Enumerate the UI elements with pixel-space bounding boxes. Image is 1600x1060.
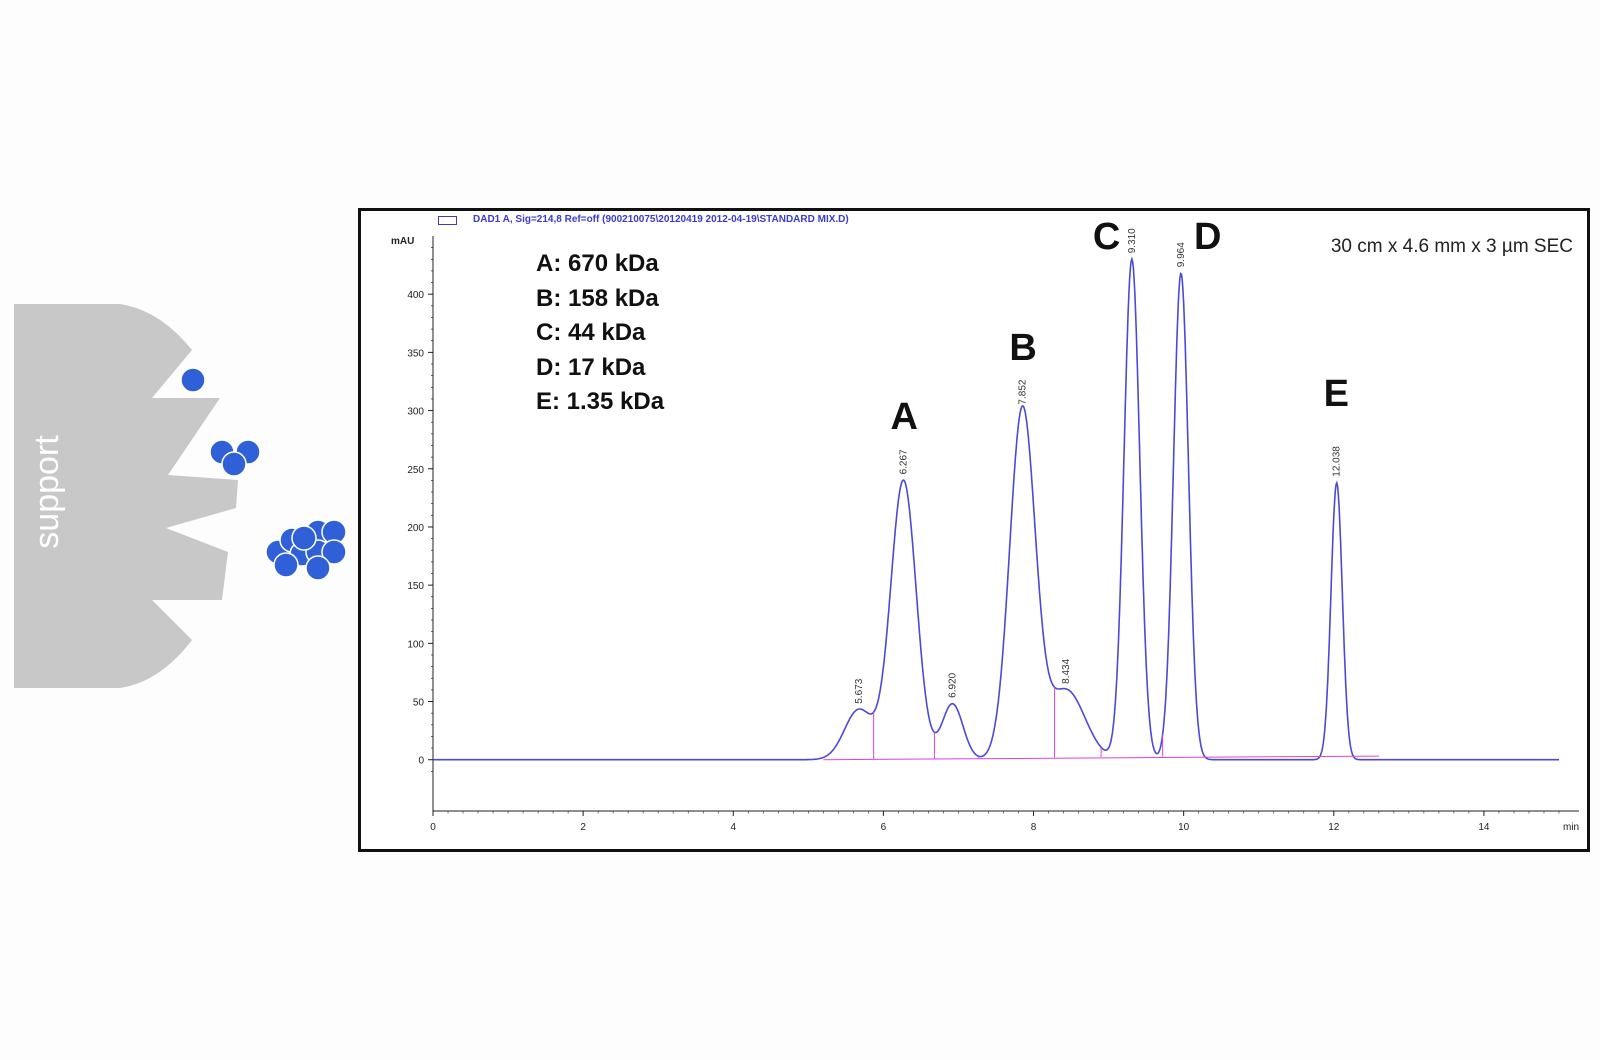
retention-time-label: 5.673 bbox=[854, 678, 865, 703]
x-tick-label: 8 bbox=[1031, 822, 1037, 833]
y-tick-label: 200 bbox=[407, 523, 424, 534]
retention-time-label: 9.964 bbox=[1176, 242, 1187, 267]
x-tick-label: 6 bbox=[881, 822, 887, 833]
y-tick-label: 250 bbox=[407, 465, 424, 476]
y-axis-unit: mAU bbox=[391, 236, 415, 247]
peak-letter-d: D bbox=[1193, 216, 1222, 258]
mw-item: C: 44 kDa bbox=[536, 319, 646, 346]
support-shape bbox=[14, 304, 238, 688]
molecular-weight-list: A: 670 kDa B: 158 kDa C: 44 kDa D: 17 kD… bbox=[536, 247, 664, 420]
support-diagram: support bbox=[14, 304, 347, 688]
molecule-medium bbox=[209, 439, 261, 477]
peak-letter-c: C bbox=[1092, 216, 1121, 258]
mw-item: D: 17 kDa bbox=[536, 353, 646, 381]
y-tick-label: 100 bbox=[407, 639, 424, 650]
chromatogram-trace bbox=[433, 256, 1559, 761]
x-tick-label: 4 bbox=[730, 822, 736, 833]
x-tick-label: 10 bbox=[1178, 822, 1190, 833]
chromatogram: 0 50 100 150 200 250 300 350 400 0 2 4 6 8 10 12 14 min 5.… bbox=[358, 208, 1590, 852]
mw-item: B: 158 kDa bbox=[536, 284, 659, 312]
retention-time-label: 8.434 bbox=[1061, 658, 1072, 683]
y-tick-label: 300 bbox=[407, 407, 424, 418]
peak-letter-b: B bbox=[1009, 326, 1037, 369]
y-tick-label: 150 bbox=[407, 581, 424, 592]
retention-time-label: 6.920 bbox=[947, 672, 958, 697]
retention-time-label: 7.852 bbox=[1017, 379, 1028, 404]
support-label: support bbox=[28, 435, 66, 549]
retention-time-label: 12.038 bbox=[1332, 446, 1343, 477]
peak-letter-e: E bbox=[1323, 373, 1349, 416]
mw-item: E: 1.35 kDa bbox=[536, 388, 665, 415]
legend-text: DAD1 A, Sig=214,8 Ref=off (900210075\201… bbox=[473, 214, 849, 225]
peak-letter-a: A bbox=[890, 396, 918, 439]
column-info: 30 cm x 4.6 mm x 3 µm SEC bbox=[1330, 236, 1573, 257]
x-tick-label: 12 bbox=[1328, 822, 1340, 833]
x-axis-unit: min bbox=[1563, 822, 1579, 833]
y-tick-label: 350 bbox=[407, 348, 424, 359]
molecule-large bbox=[265, 519, 347, 581]
y-tick-label: 0 bbox=[418, 756, 424, 767]
x-tick-label: 2 bbox=[580, 822, 586, 833]
y-tick-label: 400 bbox=[407, 290, 424, 301]
mw-item: A: 670 kDa bbox=[536, 250, 659, 277]
x-tick-label: 0 bbox=[430, 822, 436, 833]
retention-time-label: 9.310 bbox=[1127, 228, 1138, 253]
y-tick-label: 50 bbox=[413, 698, 425, 709]
chart-svg: 0 50 100 150 200 250 300 350 400 0 2 4 6 8 10 12 14 min 5.… bbox=[407, 228, 1579, 833]
integration-baseline bbox=[823, 755, 1379, 761]
x-tick-label: 14 bbox=[1478, 822, 1490, 833]
retention-time-label: 6.267 bbox=[898, 449, 909, 474]
legend-swatch bbox=[438, 216, 457, 225]
molecule-small bbox=[180, 367, 206, 393]
